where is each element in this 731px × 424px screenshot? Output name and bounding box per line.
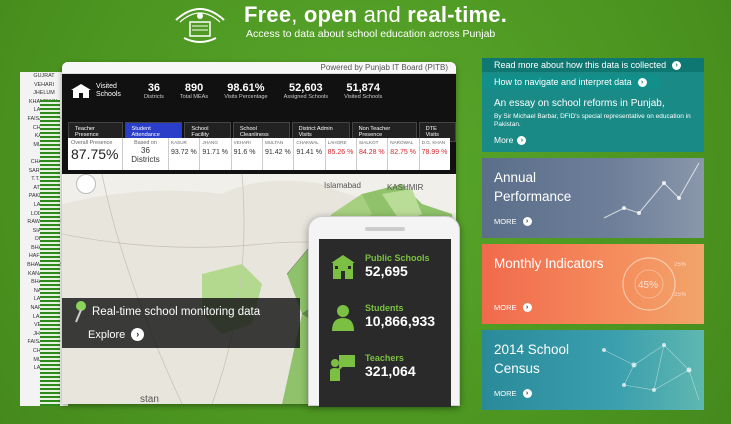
- card-title: Annual Performance: [494, 170, 572, 204]
- arrow-right-icon: ›: [672, 60, 682, 70]
- district-presence-kasur: KASUR 93.72 %: [168, 138, 199, 170]
- stats-row: Visited Schools 36 Districts 890 Total MEA…: [70, 82, 390, 100]
- stat-districts: 36 Districts: [144, 82, 164, 100]
- arrow-right-icon: ›: [637, 77, 647, 87]
- map-zoom-control[interactable]: [76, 174, 96, 194]
- phone-screen: Public Schools 52,695 Students 10,866,933 …: [319, 239, 451, 407]
- decorative-stripes: [40, 100, 60, 406]
- district-presence-sialkot: SIALKOT 84.28 %: [355, 138, 387, 170]
- stat-teachers: Teachers 321,064: [329, 353, 416, 381]
- district-presence-dg-khan: D.G. KHAN 78.99 %: [418, 138, 450, 170]
- punjab-logo-icon: [175, 8, 225, 43]
- phone-speaker: [365, 227, 405, 231]
- svg-text:45%: 45%: [638, 280, 658, 291]
- explore-button[interactable]: Explore ›: [88, 328, 145, 341]
- pie-decoration: 45% 25% 25%: [622, 257, 687, 311]
- overall-presence: Overall Presence 87.75%: [71, 140, 119, 162]
- stat-students: Students 10,866,933: [329, 303, 435, 331]
- stat-assigned-schools: 52,603 Assigned Schools: [283, 82, 329, 100]
- page-title: Free, open and real-time.: [244, 2, 508, 27]
- info-links-box: Read more about how this data is collect…: [482, 58, 704, 152]
- district-presence-chakwal: CHAKWAL 91.41 %: [293, 138, 324, 170]
- phone-mockup: Public Schools 52,695 Students 10,866,933 …: [308, 216, 460, 407]
- essay-more-button[interactable]: More ›: [494, 135, 694, 145]
- svg-text:25%: 25%: [674, 262, 687, 268]
- page-subtitle: Access to data about school education ac…: [246, 28, 496, 40]
- school-icon: [331, 255, 355, 279]
- arrow-right-icon: ›: [522, 389, 532, 398]
- arrow-right-icon: ›: [517, 135, 527, 145]
- right-panel: Read more about how this data is collect…: [482, 58, 704, 410]
- more-button[interactable]: MORE ›: [494, 217, 532, 226]
- link-navigate-data[interactable]: How to navigate and interpret data ›: [482, 75, 660, 89]
- based-on: Based on 36 Districts: [122, 138, 168, 170]
- essay-subtitle: By Sir Michael Barbar, DFID's special re…: [494, 113, 691, 128]
- powered-by-text: Powered by Punjab IT Board (PITB): [320, 63, 448, 72]
- school-building-icon: [71, 84, 91, 98]
- arrow-right-icon: ›: [522, 217, 532, 226]
- visited-schools-label: Visited Schools: [96, 83, 121, 98]
- district-presence-jhang: JHANG 91.71 %: [199, 138, 230, 170]
- district-presence-narowal: NAROWAL 82.75 %: [387, 138, 418, 170]
- svg-text:25%: 25%: [674, 292, 687, 298]
- district-presence-vehari: VEHARI 91.6 %: [230, 138, 262, 170]
- monitoring-overlay: Real-time school monitoring data Explore…: [62, 298, 300, 348]
- svg-text:stan: stan: [140, 394, 159, 404]
- student-icon: [332, 305, 354, 331]
- line-graph-decoration: [603, 162, 700, 219]
- card-school-census[interactable]: 2014 School Census MORE ›: [482, 330, 704, 410]
- dashboard-topbar: Powered by Punjab IT Board (PITB): [62, 62, 456, 74]
- tab-non-teacher-presence[interactable]: Non Teacher Presence: [351, 122, 417, 142]
- visited-schools-header: Visited Schools: [70, 82, 136, 100]
- stat-visits-percentage: 98.61% Visits Percentage: [224, 82, 268, 100]
- card-annual-performance[interactable]: Annual Performance MORE ›: [482, 158, 704, 238]
- more-button[interactable]: MORE ›: [494, 303, 532, 312]
- arrow-right-icon: ›: [522, 303, 532, 312]
- district-list-item: JHELUM: [33, 90, 55, 97]
- card-title: Monthly Indicators: [494, 256, 604, 271]
- svg-text:Islamabad: Islamabad: [324, 181, 361, 190]
- dashboard-stats-panel: Visited Schools 36 Districts 890 Total MEA…: [62, 74, 456, 174]
- network-decoration: [602, 343, 700, 401]
- essay-block: An essay on school reforms in Punjab, By…: [494, 98, 694, 145]
- essay-title: An essay on school reforms in Punjab,: [494, 98, 665, 109]
- pushpin-icon: [75, 301, 86, 323]
- tab-school-cleanliness[interactable]: School Cleanliness: [232, 122, 290, 142]
- link-data-collection[interactable]: Read more about how this data is collect…: [482, 58, 704, 72]
- card-title: 2014 School Census: [494, 342, 570, 376]
- monitoring-title: Real-time school monitoring data: [92, 306, 261, 318]
- arrow-right-icon: ›: [131, 328, 145, 341]
- district-presence-multan: MULTAN 91.42 %: [261, 138, 293, 170]
- stat-visited-schools: 51,874 Visited Schools: [344, 82, 383, 100]
- presence-row: Overall Presence 87.75% Based on 36 Distric…: [68, 138, 450, 170]
- teacher-icon: [330, 355, 355, 381]
- stat-total-meas: 890 Total MEAs: [179, 82, 209, 100]
- card-monthly-indicators[interactable]: 45% 25% 25% Monthly Indicators MORE ›: [482, 244, 704, 324]
- more-button[interactable]: MORE ›: [494, 389, 532, 398]
- district-list-item: GUJRAT: [33, 73, 55, 79]
- stat-public-schools: Public Schools 52,695: [329, 253, 430, 281]
- svg-text:KASHMIR: KASHMIR: [387, 183, 424, 192]
- district-presence-lahore: LAHORE 85.26 %: [324, 138, 356, 170]
- district-list-item: VEHARI: [33, 81, 55, 88]
